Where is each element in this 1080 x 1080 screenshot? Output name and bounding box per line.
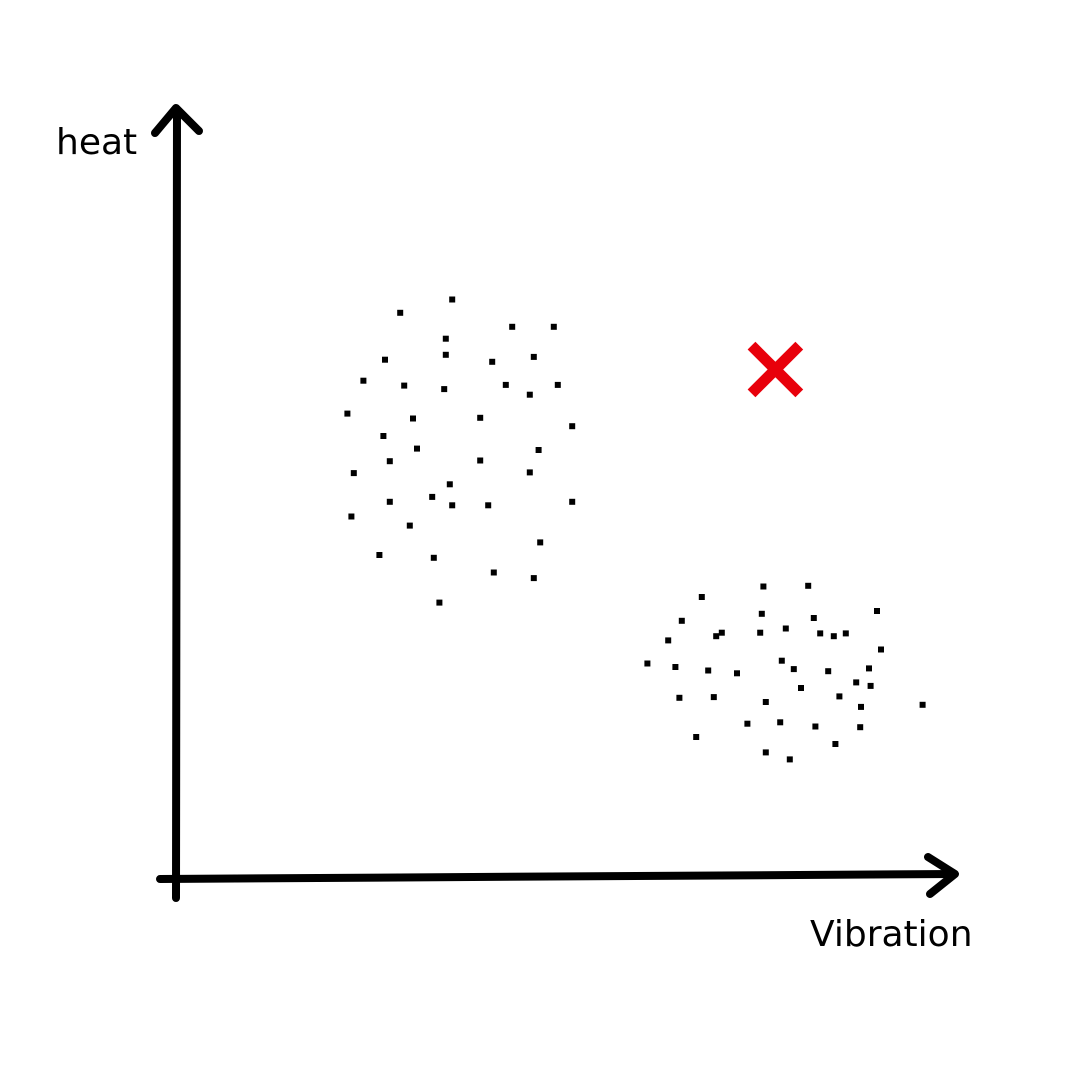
data-point [537,539,544,546]
data-point [406,522,413,529]
data-point [786,756,793,763]
data-point [672,664,679,670]
outlier-x-marker [747,341,804,398]
data-point [430,554,437,561]
data-point [762,699,769,705]
y-axis-line [172,106,181,902]
data-point [502,381,509,388]
data-point [778,657,785,664]
data-point [442,335,449,342]
y-axis-arrowhead [151,104,203,137]
data-point [386,498,393,505]
data-point [350,470,357,477]
x-axis-arrowhead [924,853,959,898]
data-point [798,685,804,691]
data-points [344,296,926,763]
data-point [858,703,864,710]
data-point [812,723,819,730]
data-point [832,741,839,747]
data-point [857,724,864,731]
data-point [410,415,416,422]
data-point [380,433,387,439]
x-axis [156,853,959,898]
data-point [449,502,456,509]
data-point [526,391,533,398]
data-point [678,617,685,624]
data-point [477,457,484,464]
data-point [344,410,351,417]
data-point [718,629,725,636]
data-point [734,670,740,677]
data-point [693,734,700,740]
data-point [853,679,860,686]
data-point [810,615,817,621]
data-point [805,582,812,589]
data-point [397,309,404,316]
data-point [386,458,393,465]
data-point [874,608,880,614]
data-point [441,386,448,393]
data-point [530,353,537,360]
data-point [878,646,884,653]
data-point [382,356,388,363]
data-point [758,610,765,617]
data-point [348,513,355,520]
data-point [710,694,717,701]
data-point [477,414,484,421]
data-point [665,637,672,644]
data-point [919,701,926,708]
data-point [569,498,576,505]
data-point [436,599,443,606]
data-point [698,594,705,600]
data-point [760,583,767,590]
data-point [705,667,712,674]
data-point [526,469,533,476]
data-point [830,633,837,640]
data-point [429,493,436,500]
data-point [509,323,516,330]
y-axis [151,104,203,902]
data-point [569,423,576,430]
data-point [489,358,496,365]
data-point [530,575,537,582]
data-point [550,323,557,330]
data-point [535,447,542,453]
data-point [449,296,456,303]
data-point [836,693,843,700]
data-point [757,629,764,636]
data-point [485,502,492,509]
data-point [490,569,497,576]
data-point [446,481,453,488]
data-point [817,630,824,637]
data-point [782,625,789,632]
x-axis-label: Vibration [810,914,973,955]
data-point [866,665,872,672]
data-point [376,552,383,558]
data-point [360,377,367,384]
data-point [414,445,420,452]
data-point [401,382,408,389]
data-point [676,694,683,701]
data-point [825,668,832,675]
data-point [713,633,720,640]
data-point [762,749,769,756]
x-axis-line [156,870,958,883]
data-point [644,660,651,667]
data-point [842,630,849,637]
data-point [777,719,784,726]
data-point [867,682,874,689]
data-point [744,720,751,727]
data-point [442,351,449,358]
data-point [790,666,797,673]
data-point [554,381,561,388]
y-axis-label: heat [56,122,137,163]
